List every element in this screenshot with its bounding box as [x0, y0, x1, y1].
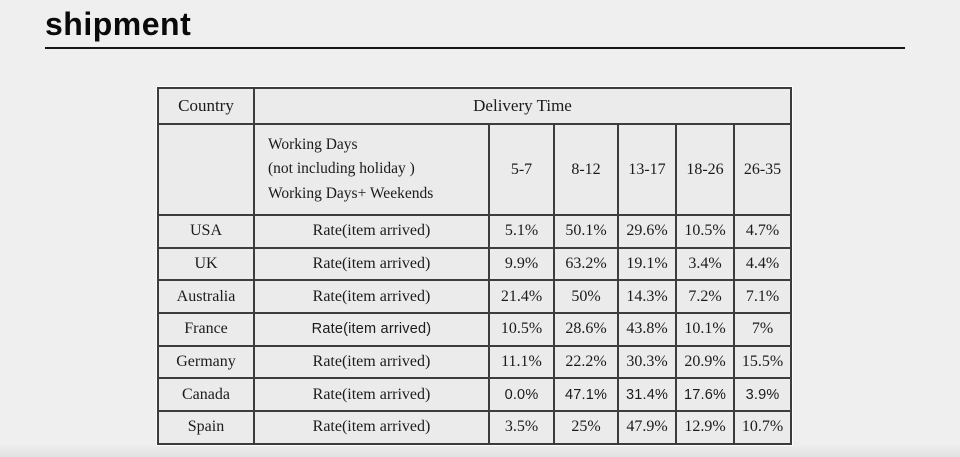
- rate-value-cell: 25%: [553, 410, 619, 445]
- delivery-time-header-cell: Delivery Time: [252, 87, 793, 125]
- rate-value-cell: 3.4%: [675, 246, 735, 282]
- rate-value-cell: 20.9%: [675, 344, 735, 380]
- day-range-header-cell: 26-35: [732, 123, 793, 216]
- rate-label-cell: Rate(item arrived): [253, 246, 490, 282]
- rate-value-cell: 15.5%: [732, 344, 793, 380]
- country-header-cell: Country: [157, 87, 255, 125]
- rate-value-cell: 10.5%: [488, 312, 555, 347]
- rate-label-cell: Rate(item arrived): [253, 214, 490, 249]
- rate-value-cell: 63.2%: [553, 246, 619, 282]
- rate-value-cell: 43.8%: [617, 312, 677, 347]
- table-row: Spain Rate(item arrived) 3.5% 25% 47.9% 12.9%…: [157, 410, 793, 445]
- working-days-line: Working Days: [268, 136, 358, 154]
- bottom-shade: [0, 444, 960, 457]
- day-range-header-cell: 18-26: [675, 123, 735, 216]
- rate-value-cell: 50.1%: [553, 214, 619, 249]
- section-title: shipment: [45, 6, 192, 42]
- rate-value-cell: 3.9%: [732, 377, 793, 413]
- rate-value-cell: 7.2%: [675, 279, 735, 315]
- rate-value-cell: 10.1%: [675, 312, 735, 347]
- rate-value-cell: 50%: [553, 279, 619, 315]
- rate-value-cell: 5.1%: [488, 214, 555, 249]
- country-cell: Canada: [157, 377, 255, 413]
- country-cell: Germany: [157, 344, 255, 380]
- rate-value-cell: 11.1%: [488, 344, 555, 380]
- table-row: UK Rate(item arrived) 9.9% 63.2% 19.1% 3.4% 4.…: [157, 246, 793, 282]
- country-cell: Australia: [157, 279, 255, 315]
- empty-corner-cell: [157, 123, 255, 216]
- rate-value-cell: 47.1%: [553, 377, 619, 413]
- working-days-line: Working Days+ Weekends: [268, 184, 434, 202]
- country-cell: UK: [157, 246, 255, 282]
- table-row: USA Rate(item arrived) 5.1% 50.1% 29.6% 10.5%…: [157, 214, 793, 249]
- rate-label-cell: Rate(item arrived): [253, 377, 490, 413]
- table-row: Canada Rate(item arrived) 0.0% 47.1% 31.4% 17…: [157, 377, 793, 413]
- rate-value-cell: 28.6%: [553, 312, 619, 347]
- title-underline: [45, 47, 905, 49]
- day-range-header-cell: 8-12: [553, 123, 619, 216]
- rate-value-cell: 4.7%: [732, 214, 793, 249]
- table-subheader-row: Working Days (not including holiday ) Work…: [157, 123, 793, 216]
- rate-value-cell: 7.1%: [732, 279, 793, 315]
- table-header-row: Country Delivery Time: [157, 87, 793, 125]
- rate-label-cell: Rate(item arrived): [253, 410, 490, 445]
- rate-value-cell: 14.3%: [617, 279, 677, 315]
- day-range-header-cell: 13-17: [617, 123, 677, 216]
- day-range-header-cell: 5-7: [488, 123, 555, 216]
- table-row: Germany Rate(item arrived) 11.1% 22.2% 30.3%…: [157, 344, 793, 380]
- rate-value-cell: 19.1%: [617, 246, 677, 282]
- rate-label-cell: Rate(item arrived): [253, 344, 490, 380]
- rate-value-cell: 31.4%: [617, 377, 677, 413]
- rate-label-cell: Rate(item arrived): [253, 279, 490, 315]
- rate-value-cell: 10.7%: [732, 410, 793, 445]
- table-row: Australia Rate(item arrived) 21.4% 50% 14.3%…: [157, 279, 793, 315]
- working-days-cell: Working Days (not including holiday ) Work…: [253, 123, 490, 216]
- country-cell: USA: [157, 214, 255, 249]
- rate-label-cell: Rate(item arrived): [253, 312, 490, 347]
- working-days-line: (not including holiday ): [268, 160, 415, 178]
- country-cell: Spain: [157, 410, 255, 445]
- rate-value-cell: 29.6%: [617, 214, 677, 249]
- rate-value-cell: 17.6%: [675, 377, 735, 413]
- rate-value-cell: 22.2%: [553, 344, 619, 380]
- rate-value-cell: 10.5%: [675, 214, 735, 249]
- rate-value-cell: 3.5%: [488, 410, 555, 445]
- rate-value-cell: 4.4%: [732, 246, 793, 282]
- table-row: France Rate(item arrived) 10.5% 28.6% 43.8% 1…: [157, 312, 793, 347]
- delivery-time-table: Country Delivery Time Working Days (not i…: [157, 87, 793, 445]
- rate-value-cell: 7%: [732, 312, 793, 347]
- rate-value-cell: 21.4%: [488, 279, 555, 315]
- rate-value-cell: 0.0%: [488, 377, 555, 413]
- rate-value-cell: 9.9%: [488, 246, 555, 282]
- rate-value-cell: 30.3%: [617, 344, 677, 380]
- rate-value-cell: 47.9%: [617, 410, 677, 445]
- rate-value-cell: 12.9%: [675, 410, 735, 445]
- country-cell: France: [157, 312, 255, 347]
